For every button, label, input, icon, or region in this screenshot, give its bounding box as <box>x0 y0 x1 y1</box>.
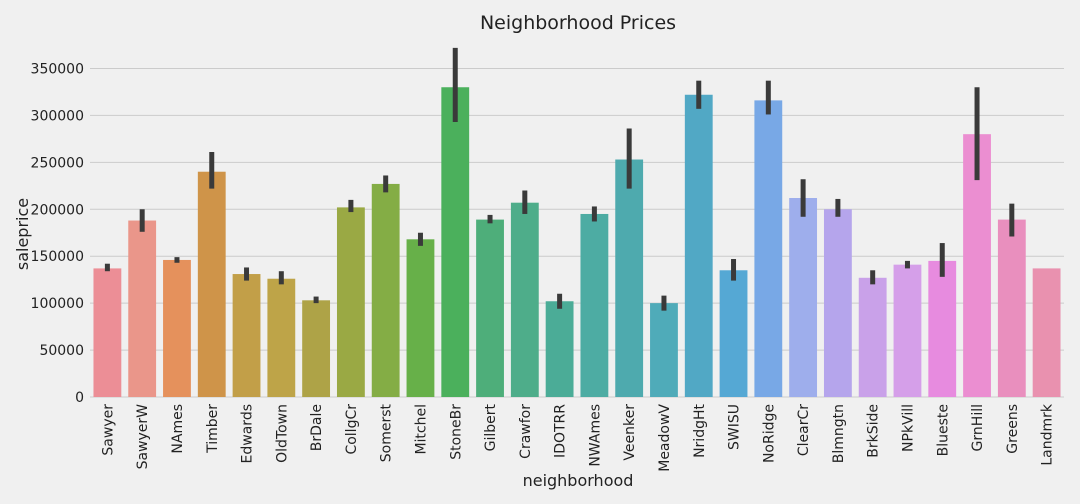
y-tick-label: 0 <box>75 390 84 406</box>
bar <box>197 171 226 397</box>
x-tick-label: SWISU <box>727 404 743 450</box>
x-tick-label: SawyerW <box>135 404 151 470</box>
bar <box>1032 268 1061 397</box>
x-tick-label: Sawyer <box>100 404 116 456</box>
x-tick-label: ClearCr <box>796 404 812 456</box>
x-tick-label: CollgCr <box>344 404 360 455</box>
bar <box>754 100 783 397</box>
x-tick-labels: Sawyer SawyerW NAmes Timber Edwards OldTown Br… <box>100 403 1055 472</box>
x-tick-label: Crawfor <box>518 404 534 459</box>
y-tick-label: 50000 <box>39 343 84 359</box>
x-tick-label: Timber <box>205 404 221 454</box>
bar <box>719 270 748 397</box>
bar <box>441 87 470 398</box>
x-tick-label: Mitchel <box>413 404 429 455</box>
y-axis-label: saleprice <box>13 198 32 270</box>
bar <box>615 159 644 397</box>
bar <box>545 301 574 397</box>
bar <box>336 207 365 397</box>
x-tick-label: NPkVill <box>900 404 916 452</box>
x-tick-label: OldTown <box>274 404 290 463</box>
x-tick-label: Gilbert <box>483 403 499 451</box>
y-tick-label: 200000 <box>31 202 84 218</box>
error-bars <box>104 47 1015 311</box>
y-tick-label: 300000 <box>31 108 84 124</box>
bar <box>163 259 191 397</box>
bar <box>789 198 818 397</box>
x-tick-label: BrkSide <box>866 404 882 458</box>
bar <box>232 274 261 397</box>
bar <box>580 213 609 397</box>
x-tick-label: NoRidge <box>761 404 777 463</box>
y-tick-label: 150000 <box>31 249 84 265</box>
bar <box>267 278 296 397</box>
x-tick-label: Blueste <box>935 404 951 456</box>
x-tick-label: Veenker <box>622 404 638 461</box>
x-tick-label: IDOTRR <box>553 404 569 458</box>
bar <box>476 219 504 397</box>
x-tick-label: Greens <box>1005 404 1021 454</box>
x-tick-label: NWAmes <box>587 404 603 467</box>
x-tick-label: Blmngtn <box>831 404 847 463</box>
bar <box>928 260 957 397</box>
x-tick-label: NAmes <box>170 404 186 454</box>
x-axis-label: neighborhood <box>523 471 634 490</box>
bar <box>650 303 678 397</box>
chart-title: Neighborhood Prices <box>480 12 676 34</box>
y-tick-label: 100000 <box>31 296 84 312</box>
bar <box>93 268 122 397</box>
x-tick-label: StoneBr <box>448 404 464 460</box>
y-tick-labels: 0 50000 100000 150000 200000 250000 300000 3500… <box>31 61 84 406</box>
bar <box>893 264 922 397</box>
bar <box>997 219 1026 397</box>
x-tick-label: GrnHill <box>970 404 986 451</box>
bar <box>371 183 400 397</box>
x-tick-label: Edwards <box>240 404 256 463</box>
y-tick-label: 350000 <box>31 61 84 77</box>
bar <box>510 202 539 397</box>
bars <box>93 87 1061 398</box>
bar <box>823 209 852 397</box>
x-tick-label: Landmrk <box>1040 403 1056 466</box>
x-tick-label: MeadowV <box>657 404 673 472</box>
bar <box>302 300 331 397</box>
x-tick-label: NridgHt <box>692 404 708 458</box>
bar <box>406 239 435 397</box>
x-tick-label: Somerst <box>379 403 395 462</box>
y-tick-label: 250000 <box>31 155 84 171</box>
x-tick-label: BrDale <box>309 404 325 451</box>
bar <box>684 94 713 398</box>
bar <box>858 277 887 397</box>
bar <box>128 220 157 397</box>
